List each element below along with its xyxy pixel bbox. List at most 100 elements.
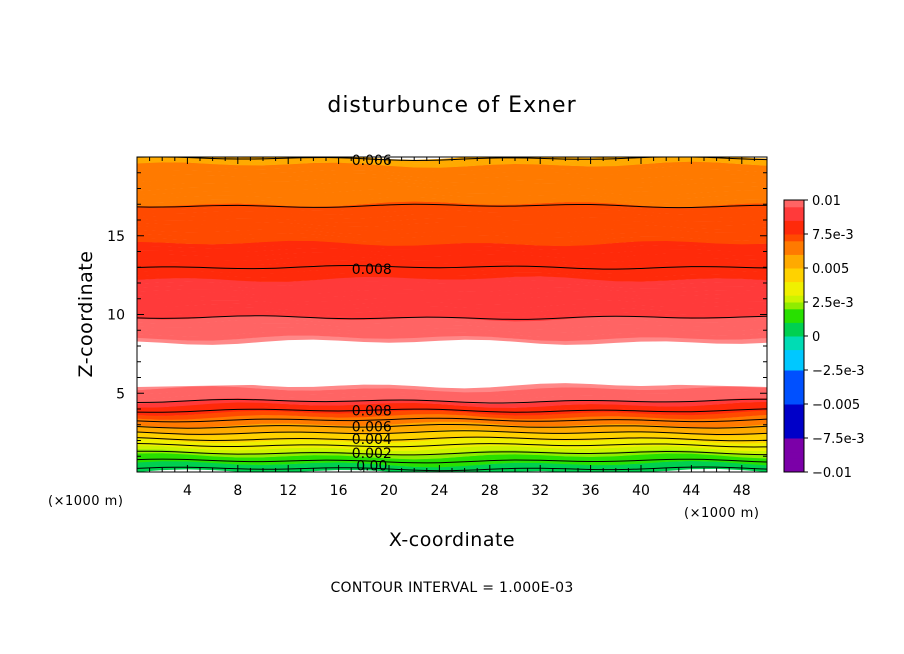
contour-band	[137, 276, 767, 287]
colorbar-swatch	[784, 417, 804, 425]
contour-band	[137, 236, 767, 247]
colorbar-swatch	[784, 458, 804, 466]
x-tick-label: 32	[531, 483, 549, 499]
colorbar-swatch	[784, 465, 804, 473]
y-tick-label: 10	[107, 308, 125, 324]
colorbar-swatch	[784, 322, 804, 330]
colorbar-swatch	[784, 308, 804, 317]
colorbar-tick-label: 0	[812, 330, 820, 345]
x-tick-label: 48	[733, 483, 751, 499]
colorbar-swatch	[784, 247, 804, 255]
contour-band	[137, 382, 767, 393]
x-end-unit-label: (×1000 m)	[684, 506, 759, 521]
colorbar-swatch	[784, 274, 804, 283]
colorbar-swatch	[784, 424, 804, 432]
colorbar-tick-label: −7.5e-3	[812, 432, 865, 447]
y-axis-label: Z-coordinate	[75, 251, 97, 378]
colorbar-tick-label: −0.01	[812, 466, 852, 481]
contour-band	[137, 220, 767, 231]
contour-band	[137, 460, 767, 472]
colorbar-swatch	[784, 376, 804, 385]
contour-interval-note: CONTOUR INTERVAL = 1.000E-03	[330, 580, 573, 596]
x-tick-label: 24	[430, 483, 448, 499]
colorbar-swatch	[784, 315, 804, 323]
contour-label: 0.002	[352, 446, 392, 462]
colorbar-swatch	[784, 410, 804, 419]
contour-label: 0.006	[352, 153, 392, 169]
contour-band	[137, 232, 767, 243]
x-tick-label: 44	[682, 483, 700, 499]
x-tick-label: 12	[279, 483, 297, 499]
colorbar-swatch	[784, 431, 804, 439]
colorbar-swatch	[784, 390, 804, 398]
x-tick-label: 20	[380, 483, 398, 499]
contour-band	[137, 378, 767, 389]
contour-line	[136, 417, 768, 423]
x-tick-label: 36	[582, 483, 600, 499]
colorbar-swatch	[784, 240, 804, 249]
contour-line	[136, 423, 768, 429]
colorbar-swatch	[784, 206, 804, 215]
contour-band	[137, 189, 767, 200]
colorbar-swatch	[784, 336, 804, 344]
contour-band	[137, 224, 767, 235]
contour-line	[136, 436, 768, 442]
colorbar-swatch	[784, 254, 804, 262]
above-range-region	[137, 347, 767, 387]
contour-band	[137, 452, 767, 464]
contour-band	[137, 244, 767, 255]
colorbar-swatch	[784, 295, 804, 303]
contour-band	[137, 173, 767, 184]
colorbar-swatch	[784, 356, 804, 364]
colorbar-swatch	[784, 302, 804, 310]
contour-line	[136, 398, 768, 404]
contour-band	[137, 272, 767, 282]
contour-line	[136, 203, 768, 209]
contour-band	[137, 448, 767, 460]
contour-band	[137, 201, 767, 211]
colorbar-swatch	[784, 234, 804, 242]
colorbar-swatch	[784, 227, 804, 235]
colorbar-tick-label: 0.01	[812, 194, 841, 209]
colorbar: 0.01 7.5e-3 0.005 2.5e-3 0 −2.5e-3 −0.005 −7.5e…	[783, 194, 865, 481]
contour-band	[137, 216, 767, 228]
contour-band	[137, 464, 767, 472]
x-tick-label: 40	[632, 483, 650, 499]
x-tick-label: 8	[233, 483, 242, 499]
colorbar-swatch	[784, 438, 804, 446]
contour-band	[137, 279, 767, 291]
contour-band	[137, 295, 767, 306]
contour-band	[137, 283, 767, 294]
contour-band	[137, 311, 767, 322]
x-origin-unit-label: (×1000 m)	[48, 494, 123, 509]
colorbar-swatch	[784, 451, 804, 459]
colorbar-tick-label: 2.5e-3	[812, 296, 854, 311]
contour-band	[137, 209, 767, 220]
contour-band	[137, 339, 767, 349]
contour-band	[137, 197, 767, 208]
contour-band	[137, 303, 767, 313]
contour-label: 0.008	[352, 262, 392, 278]
contour-line	[136, 458, 768, 464]
colorbar-swatch	[784, 329, 804, 337]
contour-band	[137, 181, 767, 192]
colorbar-swatch	[784, 397, 804, 405]
contour-band	[137, 307, 767, 318]
colorbar-swatch	[784, 261, 804, 269]
colorbar-swatch	[784, 342, 804, 351]
colorbar-swatch	[784, 363, 804, 371]
contour-band	[137, 205, 767, 216]
contour-line	[136, 442, 768, 448]
contour-band	[137, 410, 767, 420]
contour-band	[137, 331, 767, 342]
contour-line	[136, 430, 768, 435]
contour-band	[137, 268, 767, 278]
colorbar-tick-label: −2.5e-3	[812, 364, 865, 379]
contour-label: 0.008	[352, 404, 392, 420]
contour-band	[137, 169, 767, 180]
contour-line	[136, 315, 768, 320]
colorbar-tick-label: 0.005	[812, 262, 849, 277]
contour-band	[137, 326, 767, 338]
contour-band	[137, 193, 767, 204]
contour-label: 0.004	[352, 432, 392, 448]
